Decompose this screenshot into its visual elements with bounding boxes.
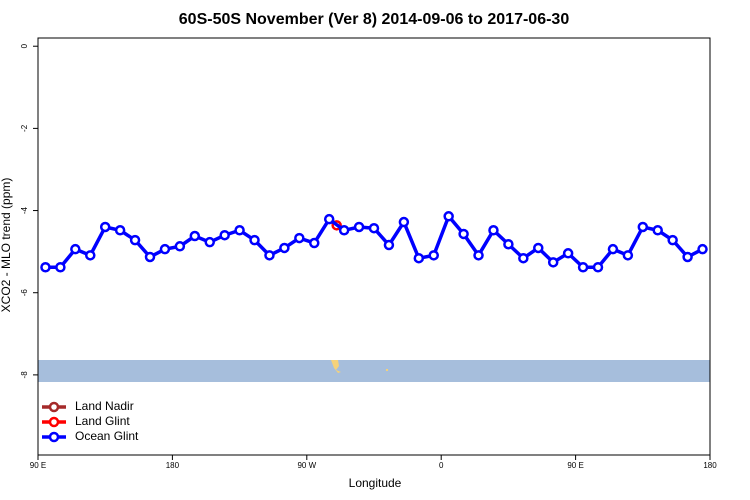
legend-label: Ocean Glint	[75, 429, 139, 443]
data-point	[279, 242, 290, 254]
x-tick-label: 90 E	[30, 461, 46, 470]
x-tick-label: 180	[703, 461, 717, 470]
map-land	[386, 369, 388, 371]
y-tick-label: -6	[20, 289, 29, 297]
data-point	[443, 211, 454, 222]
data-point	[264, 250, 275, 261]
data-point	[144, 251, 156, 263]
data-point	[234, 225, 245, 236]
legend-marker	[48, 431, 60, 443]
legend-label: Land Nadir	[75, 399, 134, 413]
data-point	[577, 261, 589, 273]
data-point	[114, 225, 126, 236]
data-point	[174, 241, 186, 252]
data-point	[219, 229, 230, 241]
plot-frame	[37, 37, 711, 456]
x-axis-label: Longitude	[349, 476, 402, 490]
data-point	[338, 225, 350, 236]
y-axis-label: XCO2 - MLO trend (ppm)	[0, 178, 13, 313]
data-point	[503, 238, 514, 250]
data-point	[85, 250, 96, 261]
data-point	[204, 236, 215, 248]
data-point	[159, 243, 171, 255]
y-tick-label: -8	[20, 371, 29, 379]
data-point	[249, 234, 260, 246]
data-point	[637, 221, 649, 233]
data-point	[697, 243, 708, 255]
data-point	[383, 239, 395, 251]
data-point	[398, 216, 410, 228]
map-land	[331, 360, 341, 373]
data-point	[488, 225, 499, 236]
data-point	[682, 251, 693, 263]
data-point	[562, 248, 574, 259]
y-tick-label: -2	[20, 124, 29, 132]
x-tick-label: 0	[439, 461, 444, 470]
x-tick-label: 90 E	[567, 461, 583, 470]
x-tick-label: 180	[166, 461, 180, 470]
x-tick-label: 90 W	[297, 461, 316, 470]
y-tick-label: 0	[20, 43, 29, 48]
data-point	[667, 234, 678, 246]
data-point	[607, 243, 619, 255]
legend-marker	[48, 401, 60, 413]
data-point	[413, 252, 425, 264]
data-point	[652, 225, 663, 236]
data-point	[294, 232, 305, 244]
data-point	[40, 261, 51, 273]
legend-marker	[48, 416, 60, 428]
chart-title: 60S-50S November (Ver 8) 2014-09-06 to 2…	[179, 11, 570, 28]
y-tick-label: -4	[20, 206, 29, 214]
data-point	[592, 261, 604, 273]
data-point	[473, 250, 484, 261]
data-point	[533, 242, 544, 254]
data-point	[99, 221, 111, 233]
data-point	[458, 228, 469, 240]
legend-label: Land Glint	[75, 414, 130, 428]
map-strip	[38, 360, 710, 382]
data-point	[518, 252, 529, 264]
data-point	[55, 261, 66, 273]
data-point	[323, 213, 335, 225]
data-point	[189, 230, 201, 242]
data-point	[368, 222, 380, 234]
data-point	[129, 234, 141, 246]
data-point	[428, 250, 439, 261]
data-point	[353, 221, 365, 233]
data-point	[309, 237, 320, 249]
data-point	[547, 257, 559, 268]
data-point	[70, 243, 81, 255]
data-point	[622, 250, 634, 261]
